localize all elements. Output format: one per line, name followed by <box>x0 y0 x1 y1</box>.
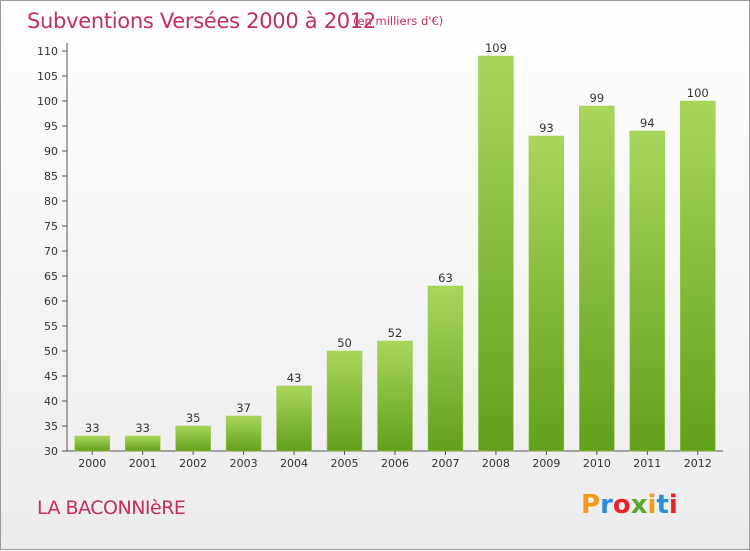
y-tick-label: 50 <box>44 345 58 358</box>
bar <box>377 340 413 452</box>
x-tick-label: 2005 <box>331 457 359 470</box>
x-tick-label: 2004 <box>280 457 308 470</box>
y-tick-label: 95 <box>44 120 58 133</box>
bar-value-label: 100 <box>687 86 709 100</box>
x-tick-label: 2000 <box>78 457 106 470</box>
x-tick-label: 2007 <box>431 457 459 470</box>
bar <box>579 105 615 452</box>
x-tick-label: 2010 <box>583 457 611 470</box>
logo-letter: i <box>647 490 657 520</box>
logo-letter: r <box>600 490 613 520</box>
bar-value-label: 33 <box>135 421 150 435</box>
y-tick-label: 35 <box>44 420 58 433</box>
bar-value-label: 33 <box>85 421 100 435</box>
y-tick-label: 40 <box>44 395 58 408</box>
logo-letter: i <box>668 490 678 520</box>
y-tick-label: 75 <box>44 220 58 233</box>
y-tick-label: 55 <box>44 320 58 333</box>
bar <box>629 130 666 452</box>
y-tick-label: 70 <box>44 245 58 258</box>
bar <box>326 350 363 452</box>
bar-value-label: 43 <box>287 371 302 385</box>
x-tick-label: 2006 <box>381 457 409 470</box>
logo-letter: x <box>630 490 648 520</box>
y-tick-label: 30 <box>44 445 58 458</box>
bar <box>528 135 565 452</box>
bar-value-label: 63 <box>438 271 453 285</box>
x-tick-label: 2008 <box>482 457 510 470</box>
bar-value-label: 94 <box>640 116 655 130</box>
bar-value-label: 35 <box>186 411 201 425</box>
x-tick-label: 2009 <box>532 457 560 470</box>
y-tick-label: 60 <box>44 295 58 308</box>
y-tick-label: 100 <box>37 95 58 108</box>
x-tick-label: 2002 <box>179 457 207 470</box>
bar <box>427 285 464 452</box>
x-tick-label: 2012 <box>684 457 712 470</box>
y-tick-label: 90 <box>44 145 58 158</box>
y-tick-label: 110 <box>37 45 58 58</box>
x-tick-label: 2003 <box>230 457 258 470</box>
x-tick-label: 2011 <box>633 457 661 470</box>
x-tick-label: 2001 <box>129 457 157 470</box>
location-label: LA BACONNIèRE <box>37 497 186 519</box>
y-tick-label: 105 <box>37 70 58 83</box>
y-tick-label: 80 <box>44 195 58 208</box>
bar-value-label: 109 <box>485 41 507 55</box>
bar <box>680 100 716 452</box>
bar-value-label: 93 <box>539 121 554 135</box>
bar-value-label: 50 <box>337 336 352 350</box>
bar <box>124 435 161 452</box>
bar-value-label: 37 <box>236 401 251 415</box>
bar-value-label: 52 <box>388 326 403 340</box>
bar <box>225 415 262 452</box>
bar <box>175 425 211 452</box>
y-tick-label: 85 <box>44 170 58 183</box>
y-tick-label: 65 <box>44 270 58 283</box>
bar <box>478 55 514 452</box>
bar <box>74 435 110 452</box>
chart-title: Subventions Versées 2000 à 2012 <box>27 9 376 33</box>
logo-letter: t <box>656 490 669 520</box>
proxiti-logo: Proxiti <box>581 490 678 520</box>
logo-letter: P <box>581 490 601 520</box>
y-tick-label: 45 <box>44 370 58 383</box>
bar <box>276 385 312 452</box>
chart-unit: (en milliers d'€) <box>353 14 444 28</box>
logo-letter: o <box>612 490 631 520</box>
bar-value-label: 99 <box>590 91 605 105</box>
